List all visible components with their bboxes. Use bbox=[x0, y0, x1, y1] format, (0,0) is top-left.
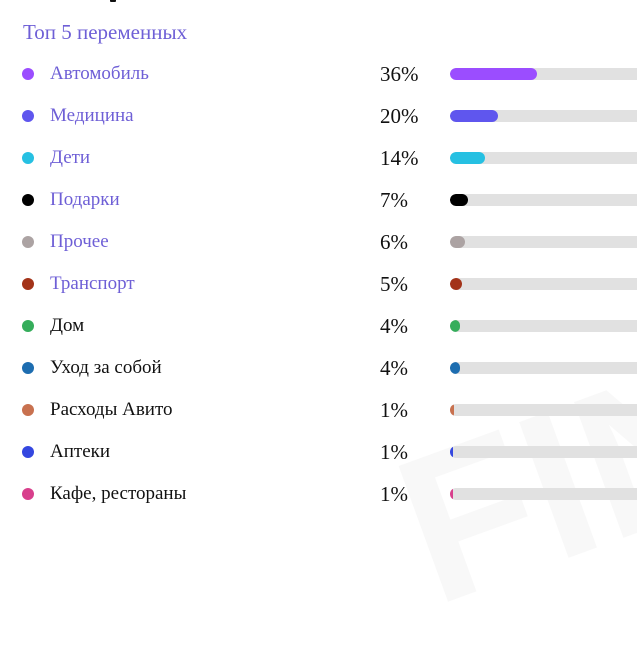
progress-track bbox=[450, 152, 637, 164]
category-label: Кафе, рестораны bbox=[50, 483, 187, 504]
progress-fill bbox=[450, 68, 537, 80]
progress-fill bbox=[450, 320, 460, 332]
category-percent: 7% bbox=[380, 188, 408, 212]
progress-track bbox=[450, 68, 637, 80]
progress-track bbox=[450, 236, 637, 248]
category-label: Автомобиль bbox=[50, 63, 149, 84]
category-percent: 6% bbox=[380, 230, 408, 254]
category-percent: 1% bbox=[380, 440, 408, 464]
category-color-dot-icon bbox=[22, 194, 34, 206]
category-color-dot-icon bbox=[22, 236, 34, 248]
progress-track bbox=[450, 320, 637, 332]
category-percent: 1% bbox=[380, 398, 408, 422]
category-color-dot-icon bbox=[22, 68, 34, 80]
category-label: Аптеки bbox=[50, 441, 111, 462]
category-label: Уход за собой bbox=[50, 357, 162, 378]
category-color-dot-icon bbox=[22, 404, 34, 416]
progress-track bbox=[450, 446, 637, 458]
category-row[interactable]: Подарки 7% bbox=[0, 185, 637, 215]
category-color-dot-icon bbox=[22, 278, 34, 290]
category-color-dot-icon bbox=[22, 488, 34, 500]
category-label: Прочее bbox=[50, 231, 109, 252]
category-label: Расходы Авито bbox=[50, 399, 173, 420]
category-row[interactable]: Медицина 20% bbox=[0, 101, 637, 131]
section-title: Топ 5 переменных bbox=[23, 20, 188, 44]
category-percent: 36% bbox=[380, 62, 419, 86]
progress-fill bbox=[450, 488, 453, 500]
category-label: Медицина bbox=[50, 105, 134, 126]
category-row[interactable]: Аптеки 1% bbox=[0, 437, 637, 467]
progress-track bbox=[450, 278, 637, 290]
progress-fill bbox=[450, 194, 468, 206]
category-color-dot-icon bbox=[22, 362, 34, 374]
category-row[interactable]: Автомобиль 36% bbox=[0, 59, 637, 89]
category-row[interactable]: Дети 14% bbox=[0, 143, 637, 173]
category-row[interactable]: Транспорт 5% bbox=[0, 269, 637, 299]
category-color-dot-icon bbox=[22, 320, 34, 332]
category-label: Транспорт bbox=[50, 273, 135, 294]
progress-track bbox=[450, 110, 637, 122]
category-row[interactable]: Дом 4% bbox=[0, 311, 637, 341]
progress-track bbox=[450, 194, 637, 206]
category-percent: 20% bbox=[380, 104, 419, 128]
category-percent: 5% bbox=[380, 272, 408, 296]
category-color-dot-icon bbox=[22, 446, 34, 458]
progress-track bbox=[450, 362, 637, 374]
category-label: Дом bbox=[50, 315, 85, 336]
progress-fill bbox=[450, 110, 498, 122]
category-row[interactable]: Расходы Авито 1% bbox=[0, 395, 637, 425]
progress-track bbox=[450, 488, 637, 500]
category-percent: 4% bbox=[380, 314, 408, 338]
category-color-dot-icon bbox=[22, 152, 34, 164]
progress-fill bbox=[450, 152, 485, 164]
category-percent: 14% bbox=[380, 146, 419, 170]
progress-fill bbox=[450, 446, 453, 458]
category-label: Дети bbox=[50, 147, 91, 168]
category-row[interactable]: Кафе, рестораны 1% bbox=[0, 479, 637, 509]
category-row[interactable]: Прочее 6% bbox=[0, 227, 637, 257]
progress-fill bbox=[450, 278, 462, 290]
progress-track bbox=[450, 404, 637, 416]
progress-fill bbox=[450, 404, 454, 416]
progress-fill bbox=[450, 362, 460, 374]
category-label: Подарки bbox=[50, 189, 120, 210]
clipped-heading-fragment bbox=[110, 0, 116, 2]
progress-fill bbox=[450, 236, 465, 248]
category-percent: 1% bbox=[380, 482, 408, 506]
category-color-dot-icon bbox=[22, 110, 34, 122]
category-row[interactable]: Уход за собой 4% bbox=[0, 353, 637, 383]
category-percent: 4% bbox=[380, 356, 408, 380]
